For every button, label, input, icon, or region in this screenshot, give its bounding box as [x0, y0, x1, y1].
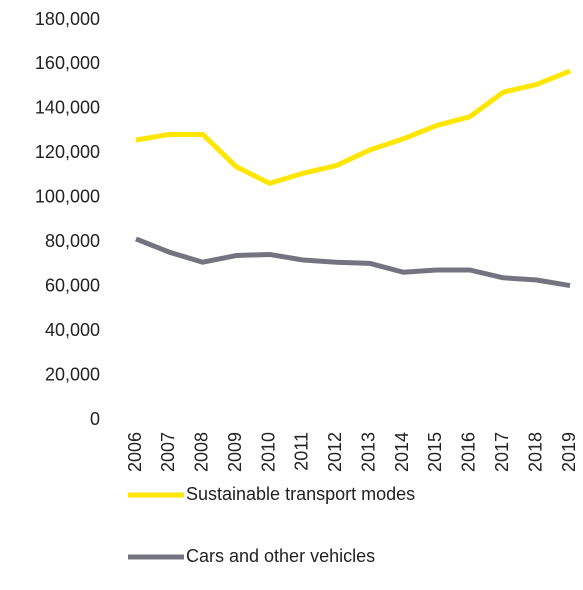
x-tick-label: 2015	[425, 432, 445, 472]
x-tick-label: 2014	[392, 432, 412, 472]
x-tick-label: 2019	[559, 432, 579, 472]
y-tick-label: 40,000	[45, 320, 100, 340]
y-tick-label: 20,000	[45, 364, 100, 384]
x-tick-label: 2010	[258, 432, 278, 472]
x-tick-label: 2013	[358, 432, 378, 472]
x-tick-label: 2018	[525, 432, 545, 472]
x-tick-label: 2007	[158, 432, 178, 472]
y-tick-label: 80,000	[45, 231, 100, 251]
y-tick-label: 100,000	[35, 187, 100, 207]
y-tick-label: 0	[90, 409, 100, 429]
y-tick-label: 140,000	[35, 98, 100, 118]
x-tick-label: 2016	[459, 432, 479, 472]
x-tick-label: 2012	[325, 432, 345, 472]
series-line	[135, 68, 571, 186]
y-tick-label: 160,000	[35, 53, 100, 73]
series-line	[135, 236, 571, 289]
x-tick-label: 2006	[125, 432, 145, 472]
y-tick-label: 120,000	[35, 142, 100, 162]
y-tick-label: 60,000	[45, 275, 100, 295]
x-tick-label: 2011	[292, 432, 312, 471]
legend-label: Sustainable transport modes	[186, 484, 415, 504]
x-tick-label: 2017	[492, 432, 512, 472]
x-tick-label: 2009	[225, 432, 245, 472]
legend-label: Cars and other vehicles	[186, 546, 375, 566]
y-tick-label: 180,000	[35, 9, 100, 29]
x-tick-label: 2008	[192, 432, 212, 472]
